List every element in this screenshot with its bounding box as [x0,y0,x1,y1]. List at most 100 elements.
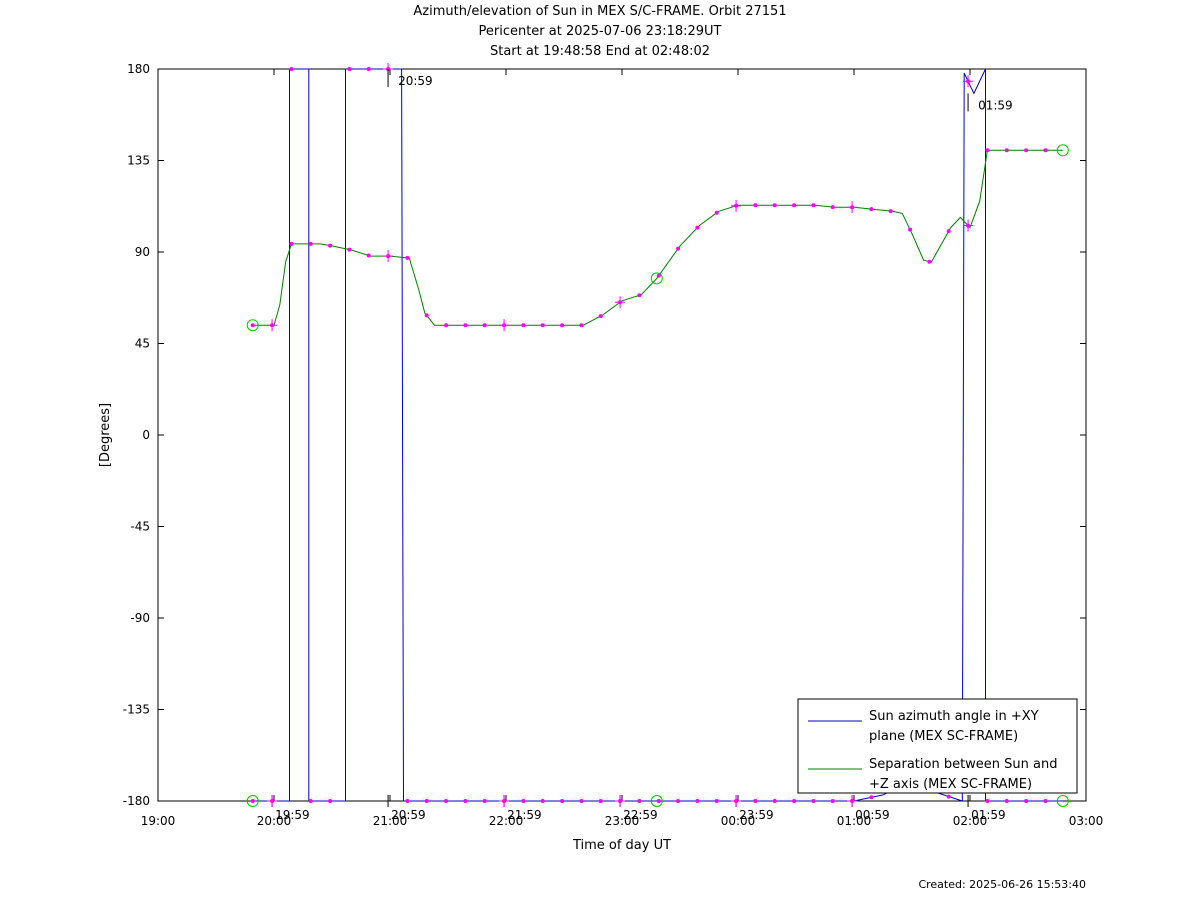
azimuth-sample-dot [714,799,719,803]
y-tick-label: -90 [130,611,150,625]
separation-sample-dot [250,323,255,328]
separation-sample-dot [676,246,681,251]
y-axis-label: [Degrees] [98,403,113,467]
azimuth-sample-dot [830,799,835,803]
x-axis-label: Time of day UT [572,838,671,853]
separation-sample-dot [888,209,893,214]
y-tick-label: -180 [123,794,150,808]
created-timestamp: Created: 2025-06-26 15:53:40 [918,878,1086,891]
separation-sample-dot [463,323,468,328]
separation-sample-dot [1043,148,1048,153]
y-tick-label: 45 [135,337,150,351]
separation-sample-dot [869,207,874,212]
annotation-label: 20:59 [398,74,433,88]
x-tick-label: 19:00 [141,814,176,828]
time-mark-label: 22:59 [623,808,658,822]
separation-sample-dot [424,313,429,318]
chart-subtitle-pericenter: Pericenter at 2025-07-06 23:18:29UT [478,24,722,39]
separation-sample-dot [830,205,835,210]
separation-sample-dot [927,259,932,264]
y-tick-label: 0 [142,428,150,442]
x-tick-label: 03:00 [1069,814,1104,828]
azimuth-event-marker [1056,795,1069,807]
legend-label-separation: Separation between Sun and [869,757,1057,772]
separation-sample-dot [444,323,449,328]
separation-series-line [252,149,1063,326]
x-tick-label: 23:00 [605,814,640,828]
legend-box [797,698,1078,794]
azimuth-sample-dot [637,799,642,803]
legend-label-separation: +Z axis (MEX SC-FRAME) [869,777,1032,792]
separation-sample-dot [637,293,642,298]
azimuth-sample-dot [811,799,816,803]
azimuth-sample-dot [463,799,468,803]
azimuth-sample-dot [579,799,584,803]
separation-sample-dot [772,203,777,208]
x-tick-label: 21:00 [373,814,408,828]
separation-event-marker [246,319,259,332]
separation-sample-dot [328,243,333,248]
separation-sample-dot [366,253,371,258]
azimuth-series-line [252,68,1063,802]
azimuth-sample-dot [328,799,333,803]
separation-event-marker [650,272,663,285]
separation-sample-dot [540,323,545,328]
separation-sample-dot [1024,148,1029,153]
separation-sample-dot [560,323,565,328]
separation-sample-dot [289,241,294,246]
separation-sample-dot [598,314,603,319]
azimuth-sample-dot [540,799,545,803]
azimuth-sample-dot [347,67,352,71]
x-tick-label: 20:00 [257,814,292,828]
azimuth-sample-dot [424,799,429,803]
time-mark-label: 01:59 [971,808,1006,822]
azimuth-sample-dot [772,799,777,803]
azimuth-sample-dot [695,799,700,803]
azimuth-sample-dot [482,799,487,803]
x-tick-label: 01:00 [837,814,872,828]
azimuth-sample-dot [753,799,758,803]
time-mark-label: 21:59 [507,808,542,822]
y-tick-label: 135 [127,154,150,168]
azimuth-sample-dot [598,799,603,803]
y-tick-label: -135 [123,703,150,717]
time-mark-label: 19:59 [275,808,310,822]
separation-sample-dot [985,148,990,153]
azimuth-sample-dot [289,67,294,71]
plot-frame [157,68,1087,802]
azimuth-sample-dot [521,799,526,803]
chart-title: Azimuth/elevation of Sun in MEX S/C-FRAM… [413,4,787,19]
separation-sample-dot [753,203,758,208]
azimuth-sample-dot [1004,799,1009,803]
separation-sample-dot [405,255,410,260]
azimuth-sample-dot [308,799,313,803]
azimuth-sample-dot [366,67,371,71]
annotation-label: 01:59 [978,98,1013,112]
azimuth-sample-dot [792,799,797,803]
separation-sample-dot [792,203,797,208]
time-mark-label: 20:59 [391,808,426,822]
azimuth-sample-dot [985,799,990,803]
separation-sample-dot [482,323,487,328]
chart-subtitle-start-end: Start at 19:48:58 End at 02:48:02 [489,44,711,59]
azimuth-sample-dot [405,799,410,803]
azimuth-sample-dot [946,794,951,799]
legend-label-azimuth: Sun azimuth angle in +XY [869,709,1039,724]
y-tick-label: -45 [130,520,150,534]
azimuth-sample-dot [560,799,565,803]
separation-sample-dot [521,323,526,328]
time-mark-label: 00:59 [855,808,890,822]
separation-event-marker [1056,144,1069,157]
separation-sample-dot [908,227,913,232]
x-tick-label: 02:00 [953,814,988,828]
separation-sample-dot [347,247,352,252]
legend-label-azimuth: plane (MEX SC-FRAME) [869,729,1018,744]
separation-sample-dot [811,203,816,208]
azimuth-sample-dot [676,799,681,803]
azimuth-sample-dot [1024,799,1029,803]
azimuth-sample-dot [656,799,661,803]
azimuth-sample-dot [444,799,449,803]
y-tick-label: 180 [127,62,150,76]
azimuth-sample-dot [250,799,255,803]
